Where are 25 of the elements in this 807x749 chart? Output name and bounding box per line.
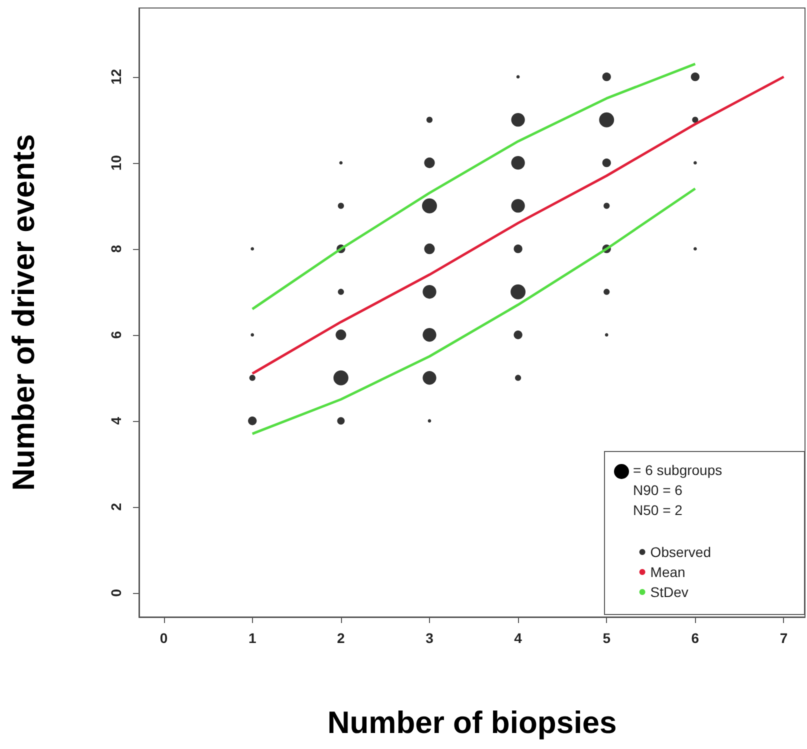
y-tick-label: 6 — [108, 330, 124, 339]
y-tick-label: 8 — [108, 244, 124, 253]
x-tick-label: 3 — [426, 630, 434, 646]
legend-label: = 6 subgroups — [633, 462, 722, 478]
x-tick-label: 1 — [248, 630, 256, 646]
y-tick-label: 12 — [108, 68, 124, 85]
y-axis-title: Number of driver events — [6, 134, 41, 491]
legend-label: StDev — [650, 584, 688, 600]
x-tick-label: 6 — [691, 630, 700, 646]
y-tick-label: 2 — [108, 502, 124, 511]
legend-label: Observed — [650, 544, 712, 560]
x-tick-label: 5 — [602, 630, 611, 646]
x-tick-label: 7 — [780, 630, 788, 646]
line-series — [251, 62, 696, 310]
y-tick-label: 0 — [108, 588, 124, 597]
x-tick-label: 0 — [160, 630, 168, 646]
annotation: N90 = 6 — [633, 482, 682, 498]
x-tick-label: 4 — [514, 630, 522, 646]
line-series — [251, 187, 696, 436]
x-axis-title: Number of biopsies — [327, 705, 617, 740]
legend-label: Mean — [650, 564, 686, 580]
x-tick-label: 2 — [337, 630, 346, 646]
y-tick-label: 10 — [108, 154, 124, 171]
annotation: N50 = 2 — [633, 502, 682, 518]
y-tick-label: 4 — [108, 416, 124, 425]
